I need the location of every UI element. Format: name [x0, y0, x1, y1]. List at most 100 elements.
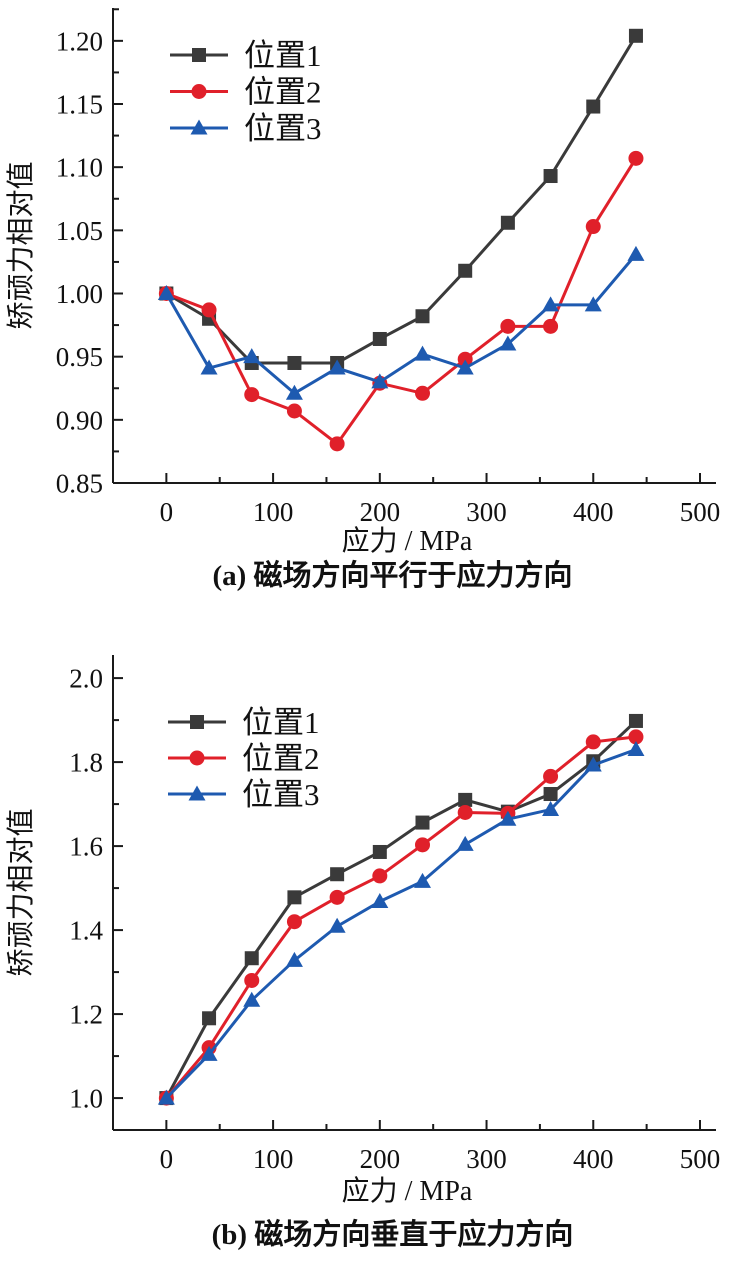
x-axis-label: 应力 / MPa	[342, 525, 473, 556]
x-tick-label: 300	[466, 1144, 507, 1174]
series-1-line	[165, 719, 637, 1099]
x-tick-label: 300	[466, 497, 507, 527]
triangle-marker	[200, 359, 218, 375]
legend-item-1: 位置1	[168, 705, 320, 740]
series-1	[159, 713, 643, 1106]
legend-circle-marker	[191, 84, 207, 99]
legend-triangle-marker	[190, 119, 208, 135]
square-marker	[244, 951, 259, 966]
circle-marker	[329, 889, 345, 905]
axes	[112, 8, 716, 484]
triangle-marker	[371, 893, 389, 909]
series-2	[158, 729, 644, 1106]
square-marker	[458, 263, 473, 278]
circle-marker	[286, 403, 302, 419]
square-marker	[372, 844, 387, 859]
ticks	[113, 677, 701, 1130]
legend-circle-marker	[189, 750, 205, 766]
x-tick-label: 200	[360, 497, 401, 527]
y-tick-label: 1.8	[69, 748, 103, 778]
triangle-marker	[371, 373, 389, 389]
legend-label: 位置3	[242, 777, 320, 812]
triangle-marker	[584, 756, 602, 772]
legend-label: 位置1	[242, 705, 320, 740]
circle-marker	[457, 804, 473, 820]
circle-marker	[244, 972, 260, 988]
square-marker	[415, 309, 430, 324]
circle-marker	[286, 914, 302, 930]
legend-square-marker	[192, 48, 206, 62]
series-3	[157, 740, 645, 1105]
circle-marker	[329, 436, 345, 452]
legend-item-2: 位置2	[170, 74, 322, 109]
legend-item-1: 位置1	[170, 38, 322, 73]
legend-triangle-marker	[188, 785, 206, 801]
chart-b-canvas: 1.0 1.2 1.4 1.6 1.8 2.0 0 100 200 300 400 500 应力 / M…	[5, 655, 720, 1207]
tick-labels: 0.85 0.90 0.95 1.00 1.05 1.10 1.15 1.20 0 100 200 3…	[56, 26, 720, 527]
x-axis-label: 应力 / MPa	[342, 1175, 473, 1207]
y-tick-label: 1.6	[69, 832, 103, 862]
triangle-marker	[285, 384, 303, 400]
circle-marker	[415, 837, 431, 853]
triangle-marker	[627, 245, 645, 261]
legend-label: 位置3	[244, 111, 322, 146]
y-axis-label: 矫顽力相对值	[5, 161, 37, 329]
y-tick-label: 0.95	[56, 342, 103, 372]
triangle-marker	[456, 835, 474, 851]
y-tick-label: 1.0	[69, 1084, 103, 1114]
circle-marker	[585, 734, 601, 750]
circle-marker	[543, 768, 559, 784]
x-tick-label: 0	[160, 1144, 174, 1174]
x-tick-label: 400	[573, 1144, 614, 1174]
circle-marker	[585, 219, 601, 235]
square-marker	[543, 169, 558, 184]
triangle-marker	[414, 345, 432, 361]
chart-b-caption: (b) 磁场方向垂直于应力方向	[211, 1219, 574, 1251]
chart-a: 0.85 0.90 0.95 1.00 1.05 1.10 1.15 1.20 0 100 200 3…	[0, 0, 730, 600]
x-tick-label: 0	[160, 497, 174, 527]
y-tick-label: 1.05	[56, 216, 103, 246]
square-marker	[287, 355, 302, 370]
legend-label: 位置2	[242, 741, 320, 776]
triangle-marker	[627, 740, 645, 756]
triangle-marker	[243, 991, 261, 1007]
legend-item-3: 位置3	[170, 111, 322, 146]
y-tick-label: 1.2	[69, 1000, 103, 1030]
y-tick-label: 1.00	[56, 279, 103, 309]
triangle-marker	[499, 810, 517, 826]
triangle-marker	[542, 296, 560, 312]
circle-marker	[500, 318, 516, 334]
series-1-line	[165, 35, 638, 365]
x-tick-label: 100	[253, 497, 294, 527]
series-1	[159, 28, 643, 370]
triangle-marker	[328, 917, 346, 933]
series-3-line	[165, 253, 638, 396]
tick-labels: 1.0 1.2 1.4 1.6 1.8 2.0 0 100 200 300 400 500	[69, 664, 720, 1174]
series-3	[157, 245, 645, 400]
triangle-marker	[157, 1089, 175, 1105]
square-marker	[628, 713, 643, 728]
legend-item-3: 位置3	[168, 777, 320, 812]
square-marker	[330, 867, 345, 882]
square-marker	[543, 787, 558, 802]
y-tick-label: 0.90	[56, 405, 103, 435]
chart-b: 1.0 1.2 1.4 1.6 1.8 2.0 0 100 200 300 400 500 应力 / M…	[0, 600, 730, 1262]
square-marker	[628, 28, 643, 43]
triangle-marker	[157, 285, 175, 301]
legend-square-marker	[190, 715, 204, 729]
circle-marker	[628, 729, 644, 745]
triangle-marker	[328, 359, 346, 375]
triangle-marker	[285, 951, 303, 967]
y-tick-label: 1.20	[56, 26, 103, 56]
circle-marker	[628, 150, 644, 166]
x-tick-label: 200	[360, 1144, 401, 1174]
series-2-line	[165, 735, 637, 1100]
legend-item-2: 位置2	[168, 741, 320, 776]
series-2-line	[165, 157, 638, 446]
y-tick-label: 1.15	[56, 89, 103, 119]
circle-marker	[244, 387, 260, 403]
triangle-marker	[499, 335, 517, 351]
